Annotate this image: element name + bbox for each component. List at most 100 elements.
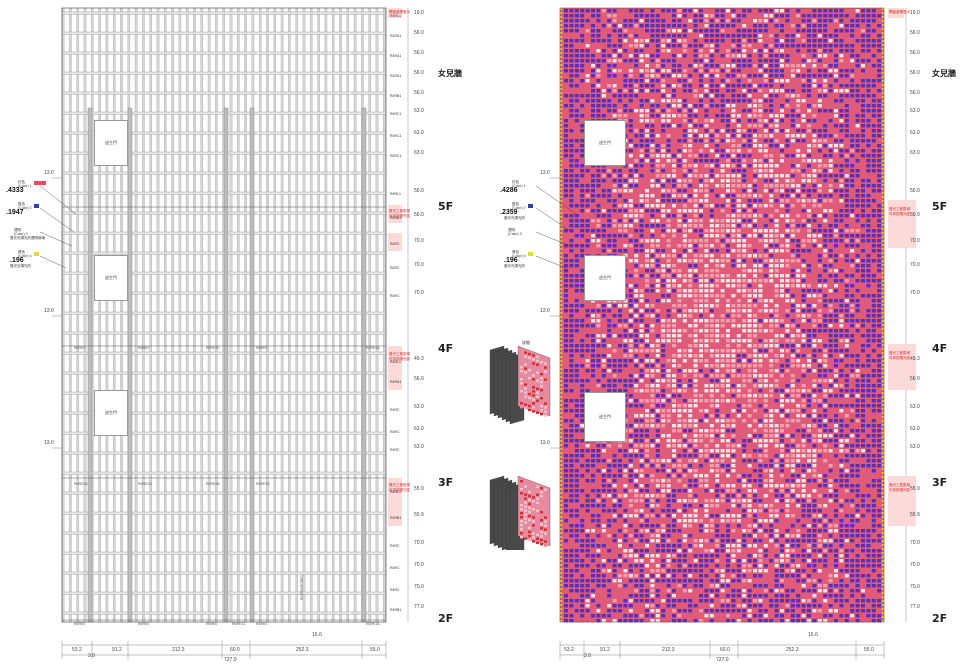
- legend-title: 紅色: [18, 180, 25, 184]
- tile: [661, 254, 666, 258]
- tile: [769, 24, 774, 28]
- tile: [704, 239, 709, 243]
- tile: [877, 239, 882, 243]
- tile: [709, 214, 714, 218]
- tile: [855, 369, 860, 373]
- tile: [839, 94, 844, 98]
- tile: [753, 154, 757, 158]
- tile: [823, 374, 828, 378]
- tile: [682, 109, 687, 113]
- left-tag-3f-3: R6RE1B: [206, 482, 220, 486]
- tile: [774, 384, 779, 388]
- tile: [742, 24, 747, 28]
- tile: [801, 199, 806, 203]
- tile: [720, 39, 725, 43]
- tile: [774, 339, 779, 343]
- tile: [877, 44, 882, 48]
- tile: [677, 59, 682, 63]
- tile: [861, 99, 865, 103]
- tile: [769, 149, 774, 153]
- tile: [747, 219, 752, 223]
- mullion-fin: [346, 7, 350, 623]
- tile: [677, 94, 682, 98]
- tile: [623, 64, 628, 68]
- tile: [661, 39, 666, 43]
- tile: [591, 109, 595, 113]
- tile: [823, 94, 828, 98]
- legend-leader: [39, 185, 77, 215]
- tile: [753, 209, 757, 213]
- tile: [569, 124, 574, 128]
- tile: [812, 34, 817, 38]
- tile: [850, 184, 855, 188]
- tile: [834, 164, 838, 168]
- tile: [699, 189, 703, 193]
- tile: [699, 39, 703, 43]
- tile: [650, 409, 655, 413]
- tile: [790, 354, 795, 358]
- tile: [807, 274, 811, 278]
- tile: [753, 104, 757, 108]
- tile: [790, 259, 795, 263]
- tile: [758, 124, 763, 128]
- tile: [769, 79, 774, 83]
- tile: [623, 74, 628, 78]
- tile: [682, 244, 687, 248]
- tile: [774, 149, 779, 153]
- tile: [844, 394, 849, 398]
- tile: [645, 304, 649, 308]
- tile: [585, 309, 590, 313]
- mullion-fin: [302, 7, 306, 623]
- tile: [612, 389, 617, 393]
- tile: [585, 34, 590, 38]
- tile: [655, 339, 660, 343]
- tile: [823, 299, 828, 303]
- tile: [720, 54, 725, 58]
- tile: [715, 309, 720, 313]
- tile: [780, 29, 784, 33]
- tile: [742, 149, 747, 153]
- tile: [607, 319, 612, 323]
- tile: [720, 304, 725, 308]
- tile: [672, 39, 676, 43]
- tile: [574, 279, 579, 283]
- tile: [731, 354, 736, 358]
- tile: [688, 389, 693, 393]
- tile: [720, 49, 725, 53]
- tile: [844, 84, 849, 88]
- tile: [672, 309, 676, 313]
- row-label: R4RC: [390, 408, 400, 412]
- tile: [607, 349, 612, 353]
- tile: [666, 299, 671, 303]
- tile: [607, 79, 612, 83]
- tile: [736, 119, 741, 123]
- tile: [693, 49, 698, 53]
- tile: [704, 304, 709, 308]
- tile: [682, 344, 687, 348]
- tile: [596, 44, 601, 48]
- tile: [564, 254, 568, 258]
- tile: [564, 354, 568, 358]
- tile: [823, 369, 828, 373]
- tile: [564, 274, 568, 278]
- tile: [807, 189, 811, 193]
- tile: [645, 334, 649, 338]
- tile: [709, 174, 714, 178]
- tile: [855, 179, 860, 183]
- tile: [796, 174, 801, 178]
- tile: [623, 79, 628, 83]
- tile: [871, 49, 876, 53]
- tile: [591, 374, 595, 378]
- tile: [855, 379, 860, 383]
- tile: [796, 64, 801, 68]
- tile: [726, 294, 730, 298]
- tile: [850, 244, 855, 248]
- tile: [866, 389, 871, 393]
- tile: [801, 169, 806, 173]
- tile: [607, 234, 612, 238]
- tile: [763, 264, 768, 268]
- tile: [564, 139, 568, 143]
- tile: [574, 329, 579, 333]
- tile: [812, 24, 817, 28]
- tile: [763, 364, 768, 368]
